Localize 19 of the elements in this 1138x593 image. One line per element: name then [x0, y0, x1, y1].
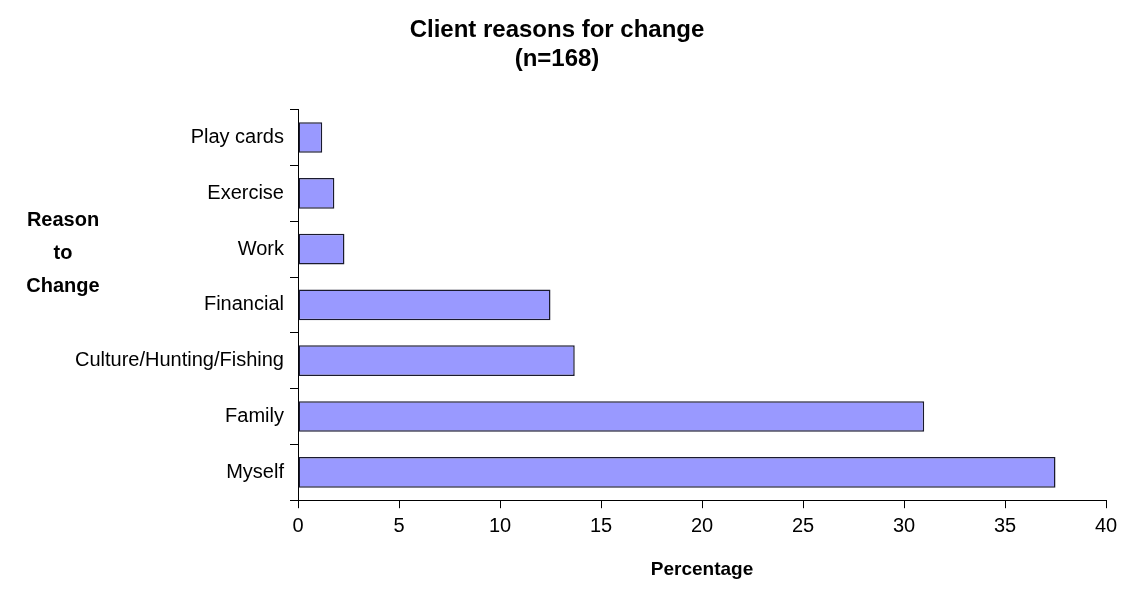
x-tick-label: 35	[993, 513, 1017, 536]
x-tick-label: 20	[690, 513, 714, 536]
x-tick-label: 40	[1094, 513, 1118, 536]
y-tick-label: Exercise	[207, 180, 284, 203]
x-tick-label: 30	[892, 513, 916, 536]
y-axis-title: Reason to Change	[25, 207, 101, 298]
y-tick-label: Work	[237, 236, 285, 259]
x-axis-title: Percentage	[650, 557, 754, 579]
x-tick-label: 0	[292, 513, 304, 536]
y-tick-label: Family	[225, 404, 284, 427]
y-tick-label: Myself	[226, 459, 285, 482]
y-tick-label: Financial	[203, 292, 284, 315]
x-tick-label: 15	[589, 513, 613, 536]
x-tick-label: 5	[393, 513, 405, 536]
x-tick-label: 25	[791, 513, 815, 536]
y-tick-label: Culture/Hunting/Fishing	[75, 348, 284, 371]
y-tick-label: Play cards	[190, 125, 284, 148]
chart-title: Client reasons for change (n=168)	[409, 15, 705, 71]
x-tick-label: 10	[488, 513, 512, 536]
